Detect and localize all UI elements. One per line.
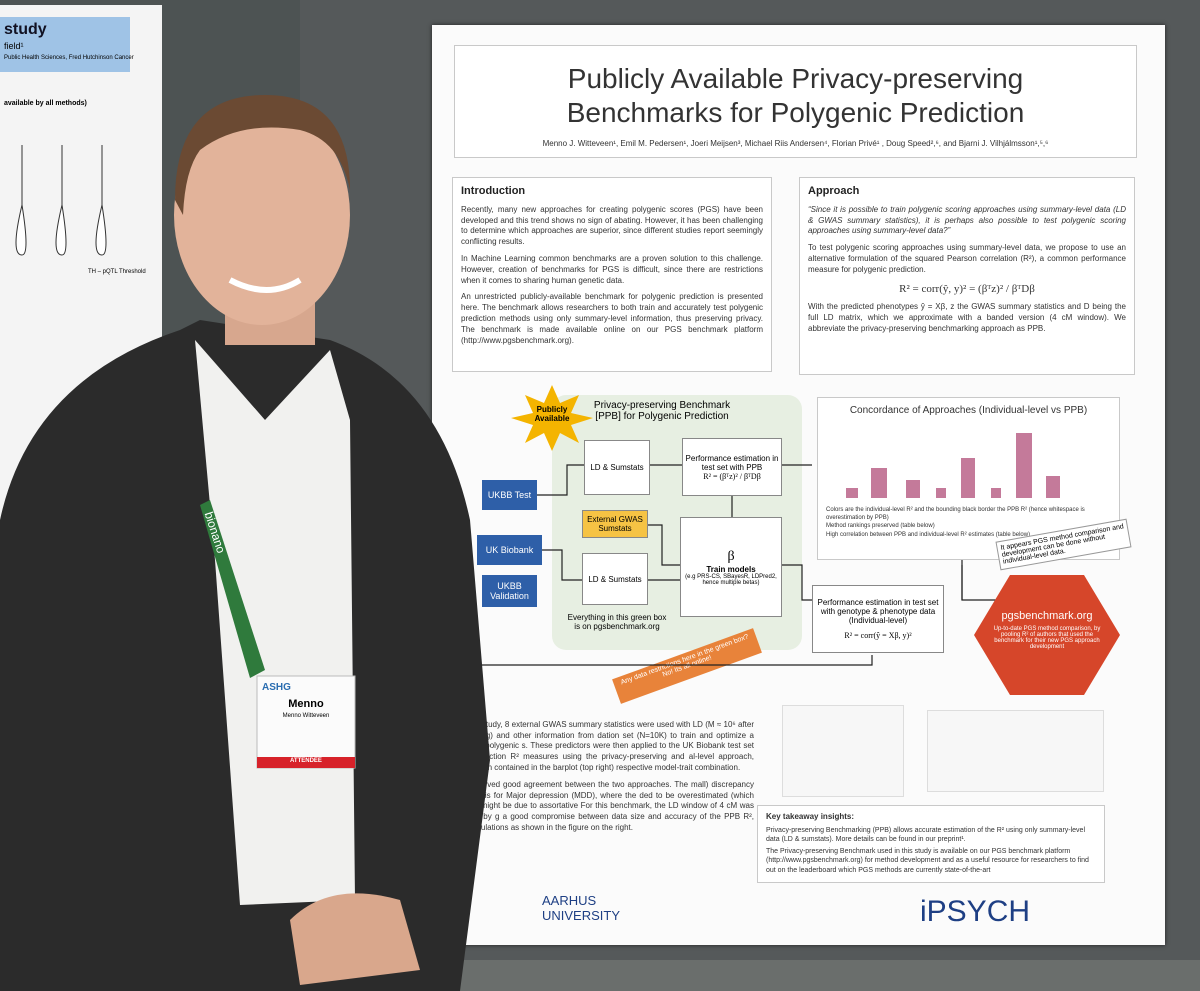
diagram-title: Privacy-preserving Benchmark [PPB] for P… bbox=[593, 400, 731, 422]
paragraph: benchmark study, 8 external GWAS summary… bbox=[440, 719, 754, 773]
ukbb-validation: UKBB Validation bbox=[482, 575, 537, 607]
beta: β bbox=[727, 548, 735, 564]
node-label: Performance estimation in test set with … bbox=[817, 598, 939, 625]
left-title: study bbox=[4, 21, 47, 38]
bullet: Colors are the individual-level R² and t… bbox=[826, 507, 1085, 522]
left-violins bbox=[15, 145, 107, 256]
paragraph: ral, we observed good agreement between … bbox=[440, 779, 754, 833]
train-note: (e.g PRS-CS, SBayesR, LDPred2, hence mul… bbox=[685, 573, 777, 586]
paragraph: With the predicted phenotypes ŷ = Xβ, z … bbox=[808, 302, 1126, 334]
ld-node: LD & Sumstats bbox=[582, 553, 648, 605]
takeaway-heading: Key takeaway insights: bbox=[766, 812, 855, 821]
diagram-arrows bbox=[482, 464, 1002, 666]
section-heading: Approach bbox=[808, 185, 860, 197]
poster-authors: Menno J. Witteveen¹, Emil M. Pedersen¹, … bbox=[542, 139, 1049, 149]
left-figure-title: available by all methods) bbox=[4, 100, 87, 107]
bullet: Privacy-preserving Benchmarking (PPB) al… bbox=[766, 826, 1086, 844]
line-figure bbox=[927, 710, 1104, 792]
badge-org: ASHG bbox=[262, 682, 291, 693]
left-authors: field¹ bbox=[4, 41, 24, 51]
ld-node: LD & Sumstats bbox=[584, 440, 650, 495]
left-legend: TH – pQTL Threshold bbox=[88, 269, 146, 275]
figure-title: Concordance of Approaches (Individual-le… bbox=[849, 405, 1088, 416]
takeaway: Key takeaway insights: Privacy-preservin… bbox=[757, 805, 1105, 883]
star bbox=[511, 385, 593, 451]
left-header: study field¹ Public Health Sciences, Fre… bbox=[0, 17, 134, 72]
hexagon-content: pgsbenchmark.org Up-to-date PGS method c… bbox=[992, 610, 1102, 650]
badge-role: ATTENDEE bbox=[290, 758, 322, 764]
left-affiliation: Public Health Sciences, Fred Hutchinson … bbox=[4, 55, 134, 61]
hexagon-text: Up-to-date PGS method comparison, by poo… bbox=[993, 626, 1101, 650]
node-label: Performance estimation in test set with … bbox=[685, 453, 779, 472]
table-figure bbox=[782, 705, 904, 797]
paragraph: In Machine Learning common benchmarks ar… bbox=[461, 254, 763, 285]
aarhus-logo: AARHUS UNIVERSITY bbox=[542, 893, 621, 923]
quote: “Since it is possible to train polygenic… bbox=[808, 204, 1126, 236]
hexagon bbox=[974, 575, 1120, 695]
star-label: Publicly Available bbox=[534, 405, 570, 423]
badge-full-name: Menno Witteveen bbox=[282, 713, 330, 719]
paragraph: To test polygenic scoring approaches usi… bbox=[808, 243, 1126, 274]
ukbb-test: UKBB Test bbox=[482, 480, 537, 510]
section-heading: Introduction bbox=[461, 185, 526, 197]
poster-title: Publicly Available Privacy-preserving Be… bbox=[566, 63, 1025, 128]
paragraph: Recently, many new approaches for creati… bbox=[461, 204, 763, 247]
external-gwas: External GWAS Sumstats bbox=[582, 510, 648, 538]
train-node: β Train models (e.g PRS-CS, SBayesR, LDP… bbox=[680, 517, 782, 617]
paragraph: An unrestricted publicly-available bench… bbox=[461, 292, 763, 345]
approach: Approach “Since it is possible to train … bbox=[799, 177, 1135, 375]
poster: Publicly Available Privacy-preserving Be… bbox=[432, 25, 1165, 945]
introduction: Introduction Recently, many new approach… bbox=[452, 177, 772, 372]
badge-name: Menno bbox=[288, 698, 324, 710]
uk-biobank: UK Biobank bbox=[477, 535, 542, 565]
green-box-note: Everything in this green box is on pgsbe… bbox=[567, 613, 667, 631]
bullet: High correlation between PPB and individ… bbox=[826, 531, 1031, 538]
train-label: Train models bbox=[706, 564, 756, 574]
hexagon-title: pgsbenchmark.org bbox=[1001, 610, 1093, 622]
bullet: Method rankings preserved (table below) bbox=[826, 523, 935, 530]
individual-node: Performance estimation in test set with … bbox=[812, 585, 944, 653]
formula: R² = corr(ŷ, y)² = (βᵀz)² / βᵀDβ bbox=[899, 282, 1035, 295]
node-formula: R² = (βᵀz)² / βᵀDβ bbox=[703, 471, 761, 481]
ipsych-logo: iPSYCH bbox=[920, 895, 1031, 928]
node-formula: R² = corr(ŷ = Xβ, y)² bbox=[844, 631, 912, 640]
title-box: Publicly Available Privacy-preserving Be… bbox=[454, 45, 1137, 158]
bullet: The Privacy-preserving Benchmark used in… bbox=[766, 847, 1089, 874]
ppb-node: Performance estimation in test set with … bbox=[682, 438, 782, 496]
bar-figure bbox=[846, 432, 1060, 498]
